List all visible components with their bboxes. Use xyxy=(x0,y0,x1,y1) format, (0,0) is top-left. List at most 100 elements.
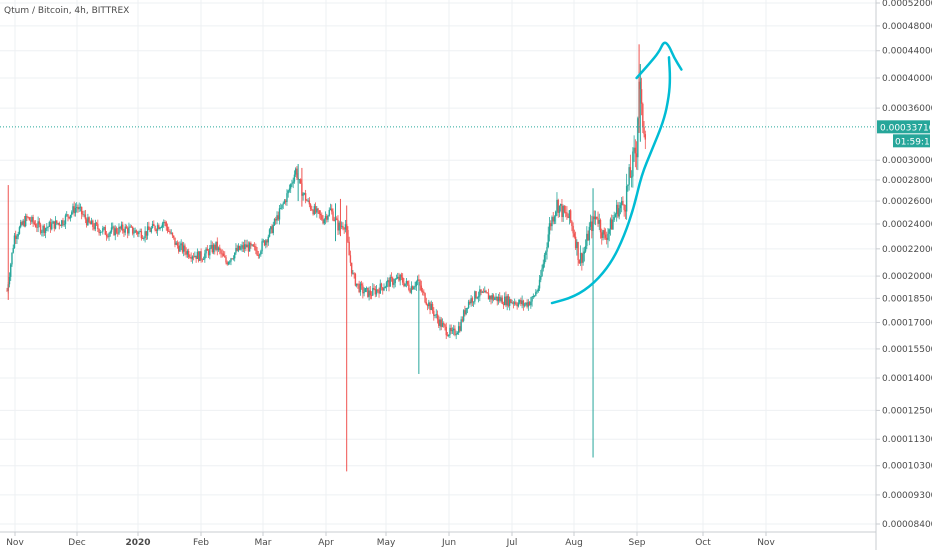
candle-body xyxy=(485,290,487,293)
candle-body xyxy=(389,276,391,287)
candle-body xyxy=(484,290,486,293)
candle-body xyxy=(186,251,189,255)
candle-body xyxy=(470,298,472,304)
candle-body xyxy=(423,291,425,294)
candle-body xyxy=(220,250,222,254)
y-tick-label: 0.00020000 xyxy=(882,272,932,282)
candle-body xyxy=(384,286,386,289)
candle-body xyxy=(75,207,78,208)
candle-body xyxy=(571,221,573,227)
candle-body xyxy=(410,286,413,293)
candle-body xyxy=(85,219,88,226)
candle-body xyxy=(522,300,525,306)
x-tick-label: May xyxy=(377,538,396,548)
candle-body xyxy=(451,330,454,332)
candle-body xyxy=(562,206,564,218)
candle-body xyxy=(97,224,99,230)
candle-body xyxy=(620,200,623,206)
candle-body xyxy=(146,226,149,236)
time-axis[interactable]: Nov Dec 2020 Feb Mar Apr May Jun Jul Aug Sep Oct Nov xyxy=(6,532,775,548)
candle-body xyxy=(294,168,297,175)
candle-body xyxy=(403,282,405,287)
candle-body xyxy=(209,247,211,256)
candle-body xyxy=(582,253,584,263)
candle-body xyxy=(359,283,362,293)
candle-body xyxy=(456,332,459,335)
candle-body xyxy=(236,247,238,251)
candle-body xyxy=(612,219,614,230)
candle-body xyxy=(78,207,80,210)
candle-body xyxy=(52,221,54,224)
y-tick-label: 0.00028000 xyxy=(882,176,932,186)
price-badges: 0.00033716 01:59:14 xyxy=(877,120,932,148)
candle-body xyxy=(84,214,87,220)
candle-body xyxy=(319,213,322,216)
candle-body xyxy=(515,302,517,305)
candle-body xyxy=(144,231,146,238)
candle-body xyxy=(192,256,195,258)
candle-body xyxy=(413,287,415,290)
candle-body xyxy=(316,208,318,213)
candle-body xyxy=(185,251,187,255)
candle-body xyxy=(202,259,205,261)
candle-body xyxy=(150,227,153,232)
candle-body xyxy=(393,283,395,285)
candle-body xyxy=(115,228,118,233)
candle-body xyxy=(272,225,274,234)
candle-body xyxy=(160,227,162,228)
candle-body xyxy=(195,255,197,259)
candle-body xyxy=(253,246,256,248)
candle-body xyxy=(82,214,84,215)
candle-body xyxy=(487,293,490,300)
y-tick-label: 0.00008400 xyxy=(882,520,932,530)
candle-body xyxy=(170,232,172,234)
candle-body xyxy=(134,230,136,233)
candle-body xyxy=(556,199,558,212)
candle-body xyxy=(353,273,355,275)
candle-body xyxy=(283,200,286,204)
candle-body xyxy=(159,227,161,230)
candle-body xyxy=(401,277,404,283)
candle-body xyxy=(360,283,363,286)
candle-body xyxy=(235,247,237,253)
candle-body xyxy=(492,295,495,300)
candle-body xyxy=(41,231,43,233)
candle-body xyxy=(145,231,148,236)
candle-body xyxy=(541,268,543,277)
candle-body xyxy=(175,242,177,245)
candle-body xyxy=(408,284,410,290)
candle-body xyxy=(64,215,67,225)
wick-spikes xyxy=(7,44,641,472)
candle-body xyxy=(118,226,120,234)
candle-body xyxy=(130,226,133,228)
candle-body xyxy=(489,295,491,300)
candle-body xyxy=(15,235,17,239)
candle-body xyxy=(426,304,429,307)
candle-body xyxy=(216,241,218,251)
candle-body xyxy=(597,218,599,224)
candle-body xyxy=(438,319,440,326)
annotation-arrow-head xyxy=(635,41,683,80)
candle-body xyxy=(563,206,566,213)
candle-body xyxy=(88,217,90,223)
x-tick-label: Nov xyxy=(757,538,775,548)
candle-body xyxy=(129,226,131,228)
candle-body xyxy=(467,301,470,308)
price-axis[interactable]: 0.00052000 0.00048000 0.00044000 0.00040000… xyxy=(876,0,932,530)
candle-body xyxy=(318,210,321,214)
candle-body xyxy=(578,260,581,264)
candle-body xyxy=(36,227,38,228)
candle-body xyxy=(567,216,569,218)
x-tick-label: Jun xyxy=(441,538,456,548)
candle-body xyxy=(362,285,364,294)
candle-body xyxy=(189,256,191,258)
candle-body xyxy=(314,206,317,213)
grid xyxy=(0,0,876,532)
candle-body xyxy=(24,215,27,227)
y-tick-label: 0.00011300 xyxy=(882,435,932,445)
candle-body xyxy=(191,256,194,259)
candle-body xyxy=(414,286,416,288)
candle-body xyxy=(527,302,530,307)
candle-body xyxy=(104,227,106,235)
